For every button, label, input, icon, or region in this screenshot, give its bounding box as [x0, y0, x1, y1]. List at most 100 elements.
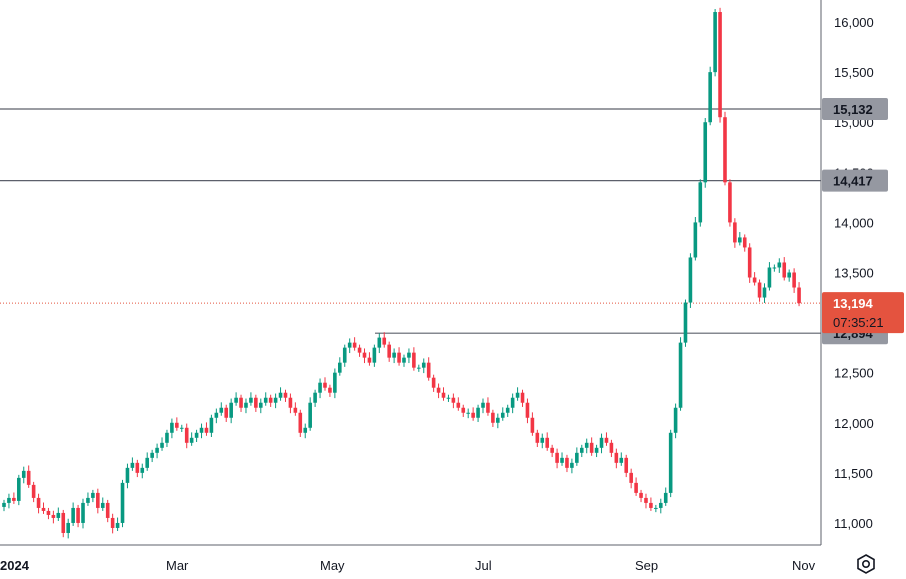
candle-body	[673, 407, 678, 433]
candle-body	[565, 457, 569, 468]
candle-body	[120, 482, 125, 523]
candle-body	[96, 492, 100, 508]
candle-body	[46, 510, 51, 515]
candle-body	[570, 462, 574, 468]
candle-body	[733, 222, 737, 243]
candle-body	[12, 497, 16, 501]
y-tick-label: 13,500	[834, 266, 874, 281]
candle-body	[41, 507, 46, 511]
candle-body	[644, 497, 648, 503]
candle-body	[184, 427, 189, 443]
candle-body	[792, 272, 796, 288]
level-tag-label: 14,417	[833, 174, 873, 189]
candle-body	[486, 402, 490, 413]
candle-body	[417, 367, 421, 369]
candle-body	[130, 462, 135, 468]
time-axis[interactable]: 2024 Mar May Jul Sep Nov	[0, 558, 816, 573]
candle-body	[738, 237, 742, 243]
candle-body	[110, 517, 115, 528]
candle-body	[249, 397, 253, 403]
candle-body	[451, 397, 456, 403]
candle-body	[209, 417, 214, 433]
candle-body	[278, 392, 283, 398]
candle-body	[604, 437, 609, 443]
candle-body	[268, 397, 273, 403]
candle-body	[698, 182, 703, 223]
candle-body	[36, 497, 41, 508]
gear-icon[interactable]	[853, 551, 879, 577]
candle-body	[293, 407, 298, 413]
candle-body	[500, 412, 505, 418]
candle-body	[204, 427, 209, 433]
candle-body	[115, 522, 120, 528]
candle-body	[535, 432, 540, 443]
candle-body	[515, 392, 520, 398]
candle-body	[199, 427, 204, 433]
candle-body	[649, 502, 653, 508]
candle-body	[614, 452, 619, 463]
candle-body	[407, 352, 411, 358]
candle-body	[550, 447, 554, 453]
level-tag-label: 15,132	[833, 102, 873, 117]
candle-body	[654, 507, 658, 509]
candle-body	[387, 344, 391, 358]
candle-body	[352, 342, 357, 348]
x-tick-label: Jul	[475, 558, 492, 573]
candle-body	[377, 337, 382, 348]
candle-body	[510, 397, 515, 408]
candle-body	[367, 357, 372, 363]
candle-body	[189, 437, 194, 443]
horizontal-levels	[0, 108, 821, 334]
candle-body	[634, 482, 638, 493]
candle-body	[421, 362, 426, 368]
candle-body	[17, 477, 21, 501]
candle-body	[797, 287, 801, 304]
candle-body	[263, 397, 268, 403]
candle-body	[234, 397, 238, 403]
candle-body	[175, 422, 179, 428]
candle-body	[668, 432, 673, 493]
countdown-label: 07:35:21	[833, 315, 884, 330]
candle-body	[214, 412, 219, 418]
candle-body	[609, 442, 614, 453]
level-tag	[822, 98, 888, 120]
candle-body	[100, 502, 105, 508]
candle-body	[150, 452, 154, 458]
candle-body	[683, 302, 688, 343]
candle-body	[298, 412, 303, 433]
candle-body	[639, 492, 643, 498]
candle-body	[56, 512, 61, 518]
candle-body	[145, 457, 150, 468]
candle-body	[382, 337, 387, 345]
candle-body	[718, 12, 722, 118]
candle-body	[584, 442, 589, 448]
candle-body	[461, 407, 466, 413]
candle-body	[135, 462, 140, 473]
candle-body	[560, 457, 564, 463]
y-tick-label: 15,500	[834, 65, 874, 80]
y-tick-label: 11,500	[834, 466, 873, 481]
candle-body	[31, 484, 36, 498]
candle-body	[347, 342, 352, 348]
candle-body	[140, 467, 145, 473]
candle-body	[481, 402, 485, 408]
candle-body	[505, 407, 510, 413]
y-tick-label: 12,500	[834, 366, 874, 381]
candle-body	[155, 447, 159, 453]
candles	[2, 7, 801, 539]
candle-body	[402, 357, 406, 363]
candle-body	[456, 402, 461, 408]
price-axis[interactable]: 11,00011,50012,00012,50013,00013,50014,0…	[834, 15, 874, 531]
candle-body	[357, 347, 362, 353]
candle-body	[441, 392, 446, 398]
candle-body	[26, 470, 31, 485]
candle-body	[170, 422, 174, 433]
candle-body	[545, 437, 550, 448]
candle-body	[273, 397, 278, 403]
candle-body	[76, 507, 80, 523]
candle-body	[471, 412, 475, 418]
candle-body	[362, 352, 367, 358]
level-tag	[822, 169, 888, 192]
